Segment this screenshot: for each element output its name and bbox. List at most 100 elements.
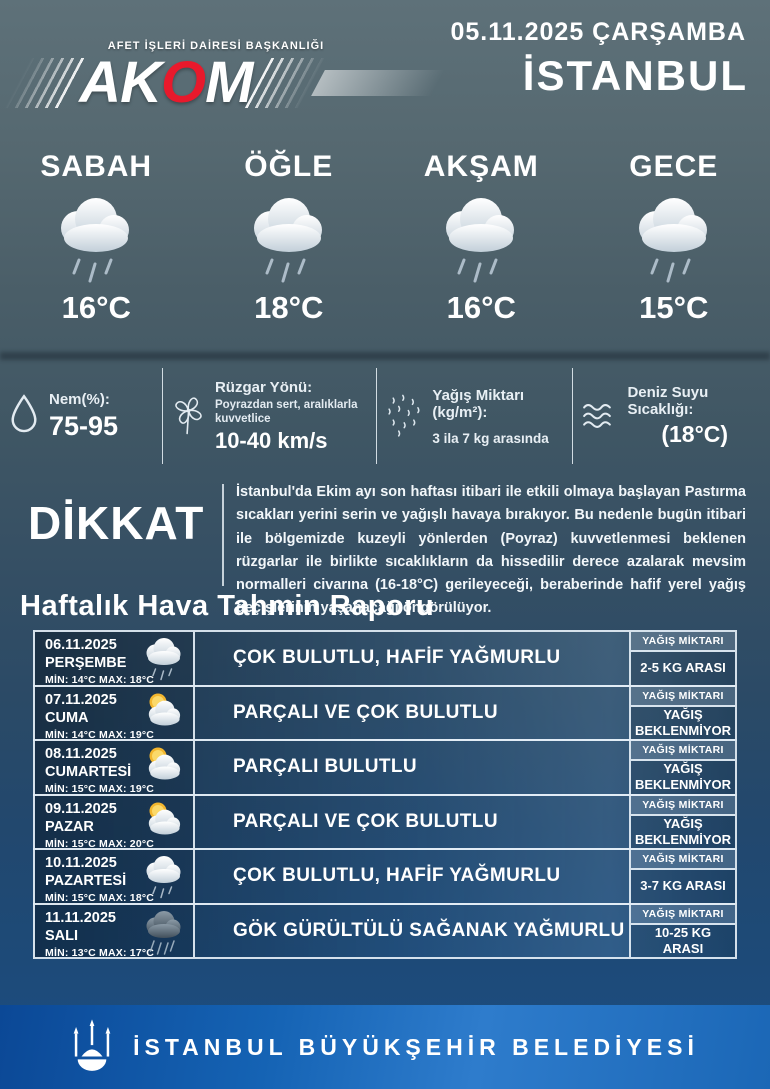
- precipitation-value: 3 ila 7 kg arasında: [432, 430, 549, 446]
- row-minmax: MİN: 15°C MAX: 20°C: [45, 837, 155, 850]
- akom-wordmark: AKOM: [79, 54, 253, 112]
- amount-value: 2-5 KG ARASI: [631, 652, 735, 685]
- rain-drops-icon: [385, 388, 423, 444]
- period-temp: 18°C: [254, 290, 324, 325]
- amount-cell: YAĞIŞ MİKTARI YAĞIŞ BEKLENMİYOR: [629, 741, 735, 794]
- amount-value: YAĞIŞ BEKLENMİYOR: [631, 761, 735, 794]
- sun-cloud-icon: [137, 797, 191, 849]
- logo-ak: AK: [79, 50, 162, 115]
- amount-value: 10-25 KG ARASI: [631, 924, 735, 957]
- row-minmax: MİN: 14°C MAX: 19°C: [45, 728, 155, 741]
- logo-stripes-right-icon: [245, 58, 327, 108]
- row-day: SALI: [45, 927, 79, 944]
- amount-value: 3-7 KG ARASI: [631, 870, 735, 903]
- amount-cell: YAĞIŞ MİKTARI 2-5 KG ARASI: [629, 632, 735, 685]
- period-sabah: SABAH 16°C: [0, 150, 193, 326]
- day-cell: 08.11.2025 CUMARTESİ MİN: 15°C MAX: 19°C: [35, 741, 193, 795]
- rain-cloud-icon: [137, 633, 191, 685]
- logo-swoosh: [310, 70, 445, 96]
- day-cell: 10.11.2025 PAZARTESİ MİN: 15°C MAX: 18°C: [35, 850, 193, 904]
- sun-cloud-icon: [137, 688, 191, 740]
- wind-label: Rüzgar Yönü:: [214, 378, 313, 396]
- period-label: AKŞAM: [423, 150, 539, 183]
- report-date: 05.11.2025 ÇARŞAMBA: [450, 18, 746, 46]
- footer-bar: İSTANBUL BÜYÜKŞEHİR BELEDİYESİ: [0, 1005, 770, 1089]
- precipitation-label: Yağış Miktarı (kg/m²):: [432, 386, 525, 421]
- amount-cell: YAĞIŞ MİKTARI 3-7 KG ARASI: [629, 850, 735, 903]
- amount-header: YAĞIŞ MİKTARI: [631, 632, 735, 652]
- amount-header: YAĞIŞ MİKTARI: [631, 795, 735, 816]
- day-cell: 06.11.2025 PERŞEMBE MİN: 14°C MAX: 18°C: [35, 632, 193, 686]
- sea-temp-label: Deniz Suyu Sıcaklığı:: [627, 384, 709, 418]
- table-row: 06.11.2025 PERŞEMBE MİN: 14°C MAX: 18°C …: [33, 630, 737, 687]
- rain-cloud-icon: [137, 851, 191, 903]
- row-condition: PARÇALI VE ÇOK BULUTLU: [193, 795, 629, 848]
- wind-metric: Rüzgar Yönü: Poyrazdan sert, aralıklarla…: [162, 368, 376, 464]
- row-minmax: MİN: 13°C MAX: 17°C: [45, 946, 155, 959]
- row-day: PERŞEMBE: [45, 655, 127, 671]
- amount-header: YAĞIŞ MİKTARI: [631, 686, 735, 707]
- period-ogle: ÖĞLE 18°C: [193, 150, 386, 326]
- akom-logo: AFET İŞLERİ DAİRESİ BAŞKANLIĞI AKOM: [4, 40, 445, 112]
- droplet-icon: [8, 393, 40, 439]
- logo-stripes-left-icon: [4, 58, 87, 108]
- row-date: 08.11.2025: [45, 746, 117, 762]
- table-row: 08.11.2025 CUMARTESİ MİN: 15°C MAX: 19°C…: [33, 739, 737, 796]
- warning-title: DİKKAT: [28, 497, 205, 549]
- rain-cloud-icon: [230, 188, 348, 292]
- row-date: 09.11.2025: [45, 800, 117, 817]
- weekly-report-title: Haftalık Hava Tahmin Raporu: [20, 590, 435, 622]
- period-temp: 16°C: [61, 290, 131, 325]
- row-minmax: MİN: 14°C MAX: 18°C: [45, 674, 155, 686]
- precipitation-metric: Yağış Miktarı (kg/m²): 3 ila 7 kg arasın…: [376, 368, 572, 464]
- rain-cloud-icon: [615, 188, 733, 292]
- wind-desc: Poyrazdan sert, aralıklarla kuvvetlice: [214, 398, 358, 425]
- humidity-value: 75-95: [49, 410, 119, 441]
- period-label: GECE: [629, 150, 719, 183]
- storm-cloud-icon: [137, 906, 191, 958]
- row-condition: PARÇALI BULUTLU: [193, 741, 629, 794]
- row-condition: ÇOK BULUTLU, HAFİF YAĞMURLU: [193, 850, 629, 903]
- period-gece: GECE 15°C: [578, 150, 770, 326]
- amount-header: YAĞIŞ MİKTARI: [631, 904, 735, 925]
- municipality-name: İSTANBUL BÜYÜKŞEHİR BELEDİYESİ: [133, 1033, 699, 1060]
- divider-shadow: [0, 352, 770, 360]
- table-row: 11.11.2025 SALI MİN: 13°C MAX: 17°C GÖK …: [33, 902, 737, 959]
- row-day: CUMARTESİ: [45, 764, 132, 780]
- amount-cell: YAĞIŞ MİKTARI YAĞIŞ BEKLENMİYOR: [629, 795, 735, 848]
- row-day: PAZARTESİ: [45, 873, 127, 889]
- row-date: 11.11.2025: [45, 909, 116, 926]
- humidity-metric: Nem(%): 75-95: [0, 368, 162, 464]
- row-date: 10.11.2025: [45, 855, 117, 871]
- agency-name: AFET İŞLERİ DAİRESİ BAŞKANLIĞI: [107, 40, 325, 52]
- metric-strip: Nem(%): 75-95 Rüzgar Yönü: Poyrazdan ser…: [0, 368, 770, 464]
- row-condition: PARÇALI VE ÇOK BULUTLU: [193, 686, 629, 739]
- period-aksam: AKŞAM 16°C: [385, 150, 578, 326]
- warning-divider: [222, 484, 224, 586]
- amount-value: YAĞIŞ BEKLENMİYOR: [631, 706, 735, 739]
- amount-cell: YAĞIŞ MİKTARI YAĞIŞ BEKLENMİYOR: [629, 686, 735, 739]
- row-condition: ÇOK BULUTLU, HAFİF YAĞMURLU: [193, 632, 629, 685]
- amount-header: YAĞIŞ MİKTARI: [631, 850, 735, 870]
- logo-o: O: [161, 50, 206, 115]
- period-temp: 15°C: [639, 290, 709, 325]
- ibb-emblem-icon: [71, 1018, 113, 1076]
- table-row: 07.11.2025 CUMA MİN: 14°C MAX: 19°C PARÇ…: [33, 684, 737, 741]
- sea-temp-value: (18°C): [661, 421, 729, 447]
- day-cell: 11.11.2025 SALI MİN: 13°C MAX: 17°C: [35, 904, 193, 959]
- waves-icon: [581, 397, 618, 435]
- table-row: 09.11.2025 PAZAR MİN: 15°C MAX: 20°C PAR…: [33, 793, 737, 850]
- logo-m: M: [205, 50, 253, 115]
- rain-cloud-icon: [37, 188, 155, 292]
- row-minmax: MİN: 15°C MAX: 18°C: [45, 892, 155, 904]
- row-date: 07.11.2025: [45, 691, 117, 708]
- row-day: CUMA: [45, 709, 89, 726]
- rain-cloud-icon: [422, 188, 540, 292]
- warning-text: İstanbul'da Ekim ayı son haftası itibari…: [236, 484, 746, 617]
- table-row: 10.11.2025 PAZARTESİ MİN: 15°C MAX: 18°C…: [33, 848, 737, 905]
- row-day: PAZAR: [45, 818, 94, 835]
- period-label: SABAH: [40, 150, 153, 183]
- day-periods: SABAH 16°C ÖĞLE 18°C AKŞAM 16°C GECE 15°…: [0, 150, 770, 326]
- row-date: 06.11.2025: [45, 637, 117, 653]
